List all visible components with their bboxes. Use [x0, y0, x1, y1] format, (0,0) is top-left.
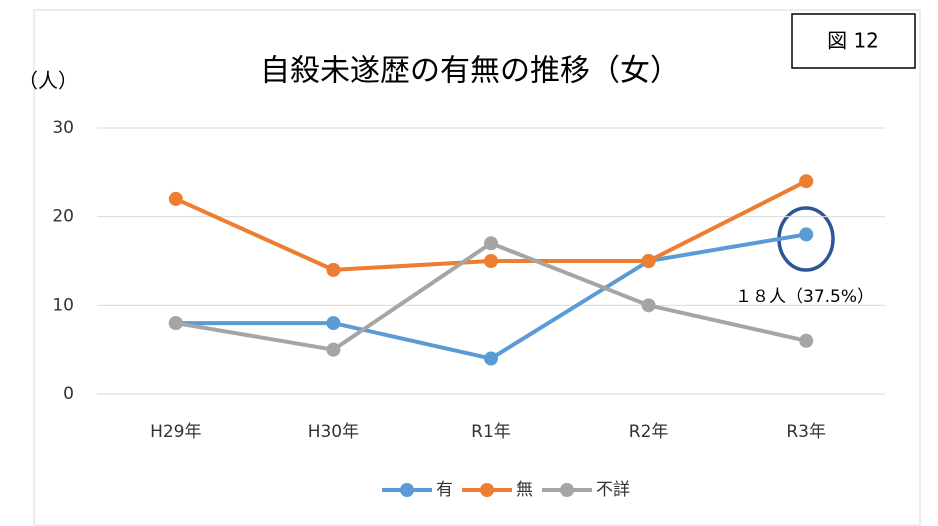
data-point: [641, 298, 656, 313]
legend-label: 無: [516, 480, 533, 500]
data-point: [799, 227, 814, 242]
y-axis-label: （人）: [18, 69, 78, 93]
x-tick-label: H30年: [308, 422, 359, 442]
legend-marker: [560, 483, 574, 497]
figure-label-box: [791, 13, 916, 69]
data-point: [641, 254, 656, 268]
data-point: [326, 262, 341, 277]
x-tick-label: R2年: [629, 422, 669, 442]
data-point: [326, 342, 341, 357]
x-tick-label: H29年: [150, 422, 201, 442]
legend-marker: [400, 483, 414, 497]
data-point: [484, 236, 498, 251]
legend-label: 不詳: [596, 480, 630, 500]
annotation: １８人（37.5%）: [735, 287, 874, 307]
y-tick-label: 0: [63, 384, 74, 404]
y-tick-label: 30: [52, 118, 74, 138]
data-point: [168, 316, 183, 331]
data-point: [168, 191, 183, 206]
data-point: [326, 316, 341, 331]
data-point: [484, 254, 498, 268]
figure-label: 図 12: [827, 29, 879, 53]
legend-marker: [480, 483, 494, 497]
data-point: [799, 333, 814, 348]
x-tick-label: R3年: [786, 422, 826, 442]
data-point: [484, 351, 498, 366]
data-point: [799, 174, 814, 189]
x-tick-label: R1年: [471, 422, 511, 442]
chart-border: [33, 9, 921, 526]
y-tick-label: 10: [52, 295, 74, 315]
y-tick-label: 20: [52, 207, 74, 227]
chart-title: 自殺未遂歴の有無の推移（女）: [260, 54, 680, 89]
legend-label: 有: [436, 480, 453, 500]
